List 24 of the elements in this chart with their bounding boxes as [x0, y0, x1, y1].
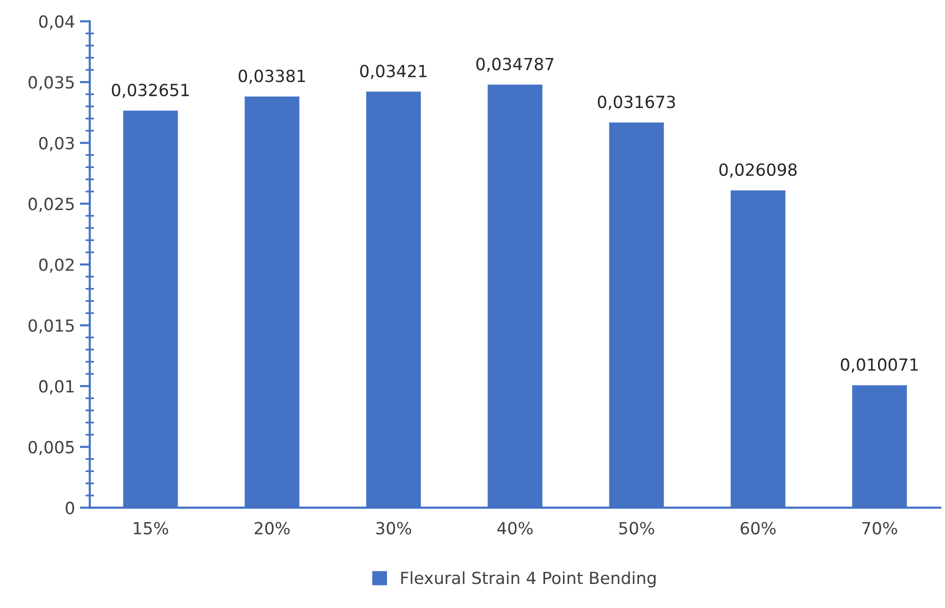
- x-tick-label: 70%: [862, 522, 898, 534]
- y-tick-label: 0,02: [39, 258, 74, 273]
- x-tick-label: 40%: [497, 522, 533, 534]
- y-tick-label: 0,01: [39, 380, 74, 394]
- x-tick-label: 20%: [254, 522, 290, 534]
- legend-label: Flexural Strain 4 Point Bending: [401, 571, 656, 588]
- y-tick-label: 0: [66, 502, 74, 514]
- y-tick-label: 0,005: [28, 440, 74, 456]
- y-tick-label: 0,03: [39, 136, 74, 152]
- x-tick-label: 50%: [619, 522, 654, 534]
- x-tick-label: 30%: [376, 522, 412, 534]
- y-tick-label: 0,015: [28, 319, 74, 334]
- data-label: 0,03381: [238, 70, 305, 84]
- x-tick-label: 15%: [134, 522, 168, 534]
- data-label: 0,032651: [112, 84, 189, 98]
- data-label: 0,031673: [598, 96, 675, 110]
- y-tick-label: 0,04: [39, 15, 74, 30]
- data-label: 0,010071: [840, 358, 918, 373]
- data-label: 0,03421: [360, 64, 426, 80]
- data-label: 0,026098: [719, 163, 797, 178]
- y-tick-label: 0,035: [28, 76, 74, 90]
- x-tick-label: 60%: [740, 522, 776, 534]
- y-tick-label: 0,025: [28, 198, 74, 212]
- data-label: 0,034787: [476, 58, 554, 72]
